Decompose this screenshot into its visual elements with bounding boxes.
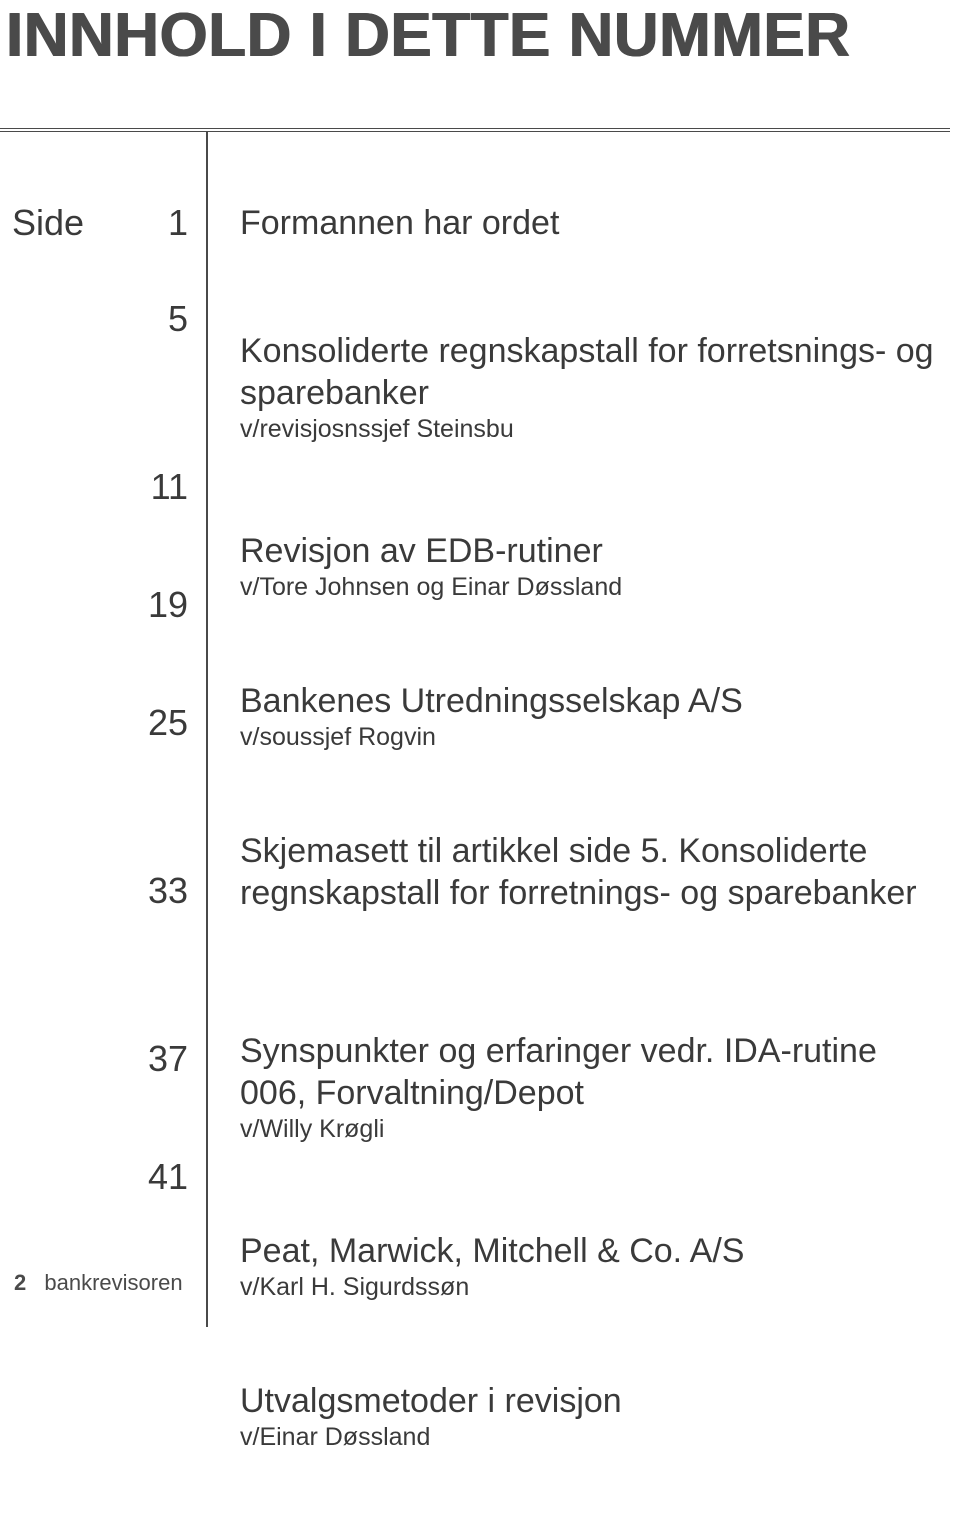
toc-byline: v/Willy Krøgli xyxy=(240,1114,940,1144)
toc-page: 33 xyxy=(118,870,188,1038)
toc-entry: Peat, Marwick, Mitchell & Co. A/S v/Karl… xyxy=(240,1230,940,1344)
toc-page: 25 xyxy=(118,702,188,870)
toc-entry: Formannen har ordet xyxy=(240,202,940,294)
footer: 2 bankrevisoren xyxy=(14,1270,183,1296)
toc-entry: Skjemasett til artikkel side 5. Konsolid… xyxy=(240,830,940,994)
divider-tick xyxy=(206,132,208,146)
headline: INNHOLD I DETTE NUMMER xyxy=(6,0,940,71)
toc-entry: Revisjon av EDB-rutiner v/Tore Johnsen o… xyxy=(240,530,940,644)
toc-byline: v/Tore Johnsen og Einar Døssland xyxy=(240,572,940,602)
toc-title: Utvalgsmetoder i revisjon xyxy=(240,1380,940,1422)
toc-title: Bankenes Utredningsselskap A/S xyxy=(240,680,940,722)
toc-byline: v/Einar Døssland xyxy=(240,1422,940,1452)
side-label: Side xyxy=(12,202,84,244)
toc-page: 19 xyxy=(118,584,188,702)
toc-title: Skjemasett til artikkel side 5. Konsolid… xyxy=(240,830,940,914)
toc-title: Synspunkter og erfaringer vedr. IDA-ruti… xyxy=(240,1030,940,1114)
page-number-column: 1 5 11 19 25 33 37 41 xyxy=(118,202,188,1266)
toc-descriptions: Formannen har ordet Konsoliderte regnska… xyxy=(240,202,940,1522)
toc-page: 1 xyxy=(118,202,188,298)
toc-title: Peat, Marwick, Mitchell & Co. A/S xyxy=(240,1230,940,1272)
toc-title: Konsoliderte regnskapstall for forretsni… xyxy=(240,330,940,414)
divider-double xyxy=(0,128,950,138)
toc-byline: v/soussjef Rogvin xyxy=(240,722,940,752)
page-root: INNHOLD I DETTE NUMMER Side 1 5 11 19 25… xyxy=(0,0,960,1328)
toc-byline: v/revisjosnssjef Steinsbu xyxy=(240,414,940,444)
toc-page: 41 xyxy=(118,1156,188,1266)
toc-title: Revisjon av EDB-rutiner xyxy=(240,530,940,572)
toc-entry: Konsoliderte regnskapstall for forretsni… xyxy=(240,330,940,494)
toc-page: 5 xyxy=(118,298,188,466)
footer-page-number: 2 xyxy=(14,1270,26,1295)
toc-entry: Bankenes Utredningsselskap A/S v/soussje… xyxy=(240,680,940,794)
toc-title: Formannen har ordet xyxy=(240,202,940,244)
toc-page: 37 xyxy=(118,1038,188,1156)
footer-text: bankrevisoren xyxy=(44,1270,182,1295)
toc-entry: Synspunkter og erfaringer vedr. IDA-ruti… xyxy=(240,1030,940,1194)
vertical-divider xyxy=(206,145,208,1327)
toc-entry: Utvalgsmetoder i revisjon v/Einar Døssla… xyxy=(240,1380,940,1486)
toc-byline: v/Karl H. Sigurdssøn xyxy=(240,1272,940,1302)
toc-page: 11 xyxy=(118,466,188,584)
